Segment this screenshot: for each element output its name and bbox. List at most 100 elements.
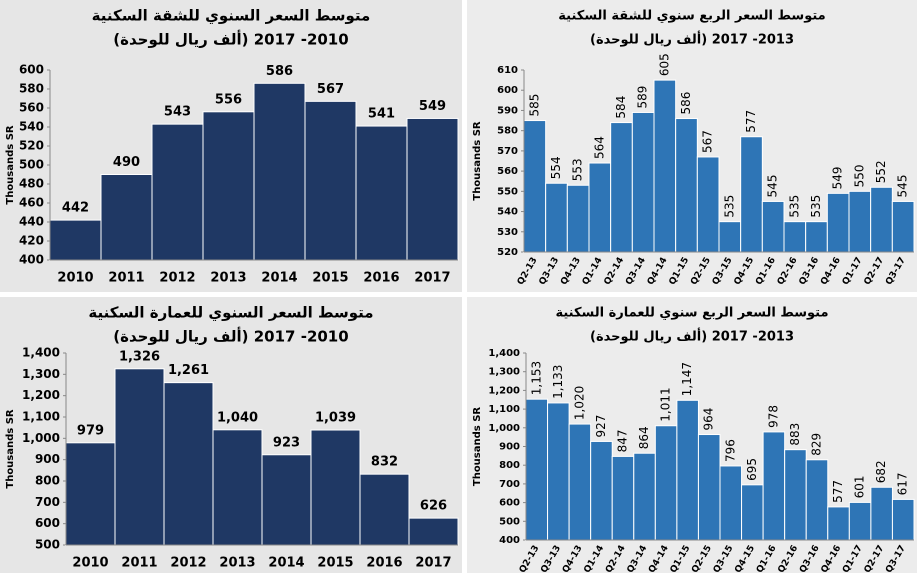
bar — [633, 452, 656, 541]
value-label: 605 — [657, 53, 671, 76]
x-tick-label: 2013 — [210, 271, 246, 286]
y-tick-label: 1,300 — [22, 367, 60, 381]
bar — [359, 473, 410, 546]
bar — [654, 425, 678, 541]
x-tick-label: 2016 — [366, 556, 402, 571]
chart-subtitle: (ألف ريال للوحدة) 2010- 2017 — [113, 327, 348, 346]
y-axis-title: Thousands SR — [472, 121, 483, 201]
chart-title: متوسط السعر السنوي للشقة السكنية — [92, 7, 371, 26]
chart-subtitle: (ألف ريال للوحدة) 2010- 2017 — [113, 30, 348, 49]
y-tick-label: 800 — [499, 460, 520, 471]
value-label: 978 — [766, 405, 780, 428]
value-label: 545 — [766, 175, 780, 198]
value-label: 567 — [701, 130, 715, 153]
value-label: 695 — [745, 458, 759, 481]
y-tick-label: 580 — [19, 82, 44, 96]
value-label: 564 — [592, 136, 606, 159]
bar — [523, 120, 547, 253]
x-tick-label: 2017 — [414, 271, 450, 286]
y-tick-label: 400 — [19, 253, 44, 267]
value-label: 883 — [788, 423, 802, 446]
x-tick-label: 2015 — [317, 556, 353, 571]
bar — [100, 174, 153, 261]
x-tick-label: 2011 — [108, 271, 144, 286]
value-label: 682 — [874, 460, 888, 483]
value-label: 589 — [636, 86, 650, 109]
y-tick-label: 1,000 — [488, 423, 520, 434]
value-label: 617 — [896, 473, 910, 496]
y-tick-label: 900 — [35, 452, 60, 466]
bar — [740, 136, 763, 253]
value-label: 490 — [113, 155, 140, 170]
bar — [631, 111, 655, 253]
y-tick-label: 1,100 — [488, 404, 520, 415]
y-tick-label: 500 — [35, 538, 60, 552]
y-tick-label: 610 — [497, 65, 518, 76]
bar — [610, 122, 633, 253]
y-axis-title: Thousands SR — [5, 409, 16, 489]
y-tick-label: 600 — [35, 516, 60, 530]
value-label: 927 — [594, 415, 608, 438]
value-label: 554 — [549, 156, 563, 179]
bar — [891, 200, 915, 253]
value-label: 923 — [273, 435, 300, 450]
y-tick-label: 1,000 — [22, 431, 60, 445]
bar — [545, 182, 568, 253]
bar — [151, 123, 204, 261]
value-label: 541 — [368, 107, 395, 122]
y-tick-label: 600 — [497, 85, 518, 96]
bar — [805, 221, 828, 253]
value-label: 556 — [215, 92, 242, 107]
chart-title: متوسط السعر الربع سنوي للشقة السكنية — [558, 9, 825, 24]
y-tick-label: 520 — [19, 139, 44, 153]
y-tick-label: 1,100 — [22, 410, 60, 424]
value-label: 585 — [527, 94, 541, 117]
value-label: 1,039 — [315, 411, 356, 426]
x-tick-label: 2013 — [219, 556, 255, 571]
y-tick-label: 1,300 — [488, 367, 520, 378]
value-label: 601 — [853, 476, 867, 499]
value-label: 552 — [874, 160, 888, 183]
value-label: 1,020 — [572, 386, 586, 420]
bar — [406, 117, 459, 261]
value-label: 584 — [614, 96, 628, 119]
y-tick-label: 550 — [497, 186, 518, 197]
y-tick-label: 480 — [19, 177, 44, 191]
bar — [675, 118, 698, 253]
value-label: 553 — [571, 158, 585, 181]
value-label: 979 — [77, 423, 104, 438]
bar — [114, 368, 165, 546]
bar — [566, 184, 590, 253]
y-tick-label: 580 — [497, 126, 518, 137]
bar — [65, 442, 116, 546]
x-tick-label: 2011 — [121, 556, 157, 571]
value-label: 549 — [831, 166, 845, 189]
y-tick-label: 460 — [19, 196, 44, 210]
bar — [261, 454, 312, 546]
bar — [697, 434, 721, 541]
x-tick-label: 2015 — [312, 271, 348, 286]
y-axis-title: Thousands SR — [5, 125, 16, 205]
y-tick-label: 570 — [497, 146, 518, 157]
x-tick-label: 2016 — [363, 271, 399, 286]
bar — [870, 186, 893, 253]
bar — [805, 459, 829, 541]
y-tick-label: 440 — [19, 215, 44, 229]
bar — [547, 402, 570, 541]
bar — [212, 429, 263, 546]
bar — [696, 156, 720, 253]
bar — [611, 455, 635, 541]
bar — [304, 100, 357, 261]
x-tick-label: 2010 — [57, 271, 93, 286]
x-tick-label: 2012 — [159, 271, 195, 286]
value-label: 796 — [723, 439, 737, 462]
bar — [762, 431, 786, 541]
bar — [783, 221, 807, 253]
x-tick-label: 2010 — [72, 556, 108, 571]
value-label: 550 — [852, 164, 866, 187]
y-tick-label: 600 — [499, 498, 520, 509]
value-label: 535 — [809, 195, 823, 218]
bar — [408, 517, 459, 546]
